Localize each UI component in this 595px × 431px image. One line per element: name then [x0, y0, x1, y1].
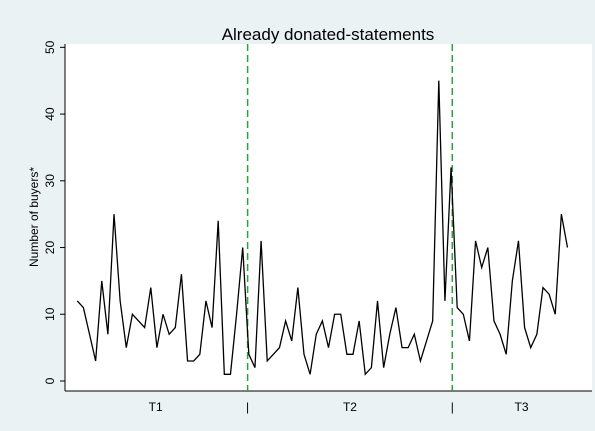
- y-tick-label: 50: [43, 40, 57, 54]
- y-tick-label: 20: [43, 241, 57, 255]
- y-tick-label: 40: [43, 107, 57, 121]
- y-axis-label: Number of buyers*: [27, 167, 41, 267]
- plot-area: [65, 44, 592, 391]
- x-tick-label: T3: [515, 400, 529, 414]
- y-tick-label: 0: [43, 377, 57, 384]
- x-tick-label: |: [246, 400, 249, 414]
- x-tick-label: |: [451, 400, 454, 414]
- x-tick-label: T2: [343, 400, 357, 414]
- y-tick-label: 30: [43, 174, 57, 188]
- chart-title: Already donated-statements: [222, 25, 435, 44]
- data-line: [76, 80, 569, 376]
- y-tick-label: 10: [43, 307, 57, 321]
- x-tick-label: T1: [149, 400, 163, 414]
